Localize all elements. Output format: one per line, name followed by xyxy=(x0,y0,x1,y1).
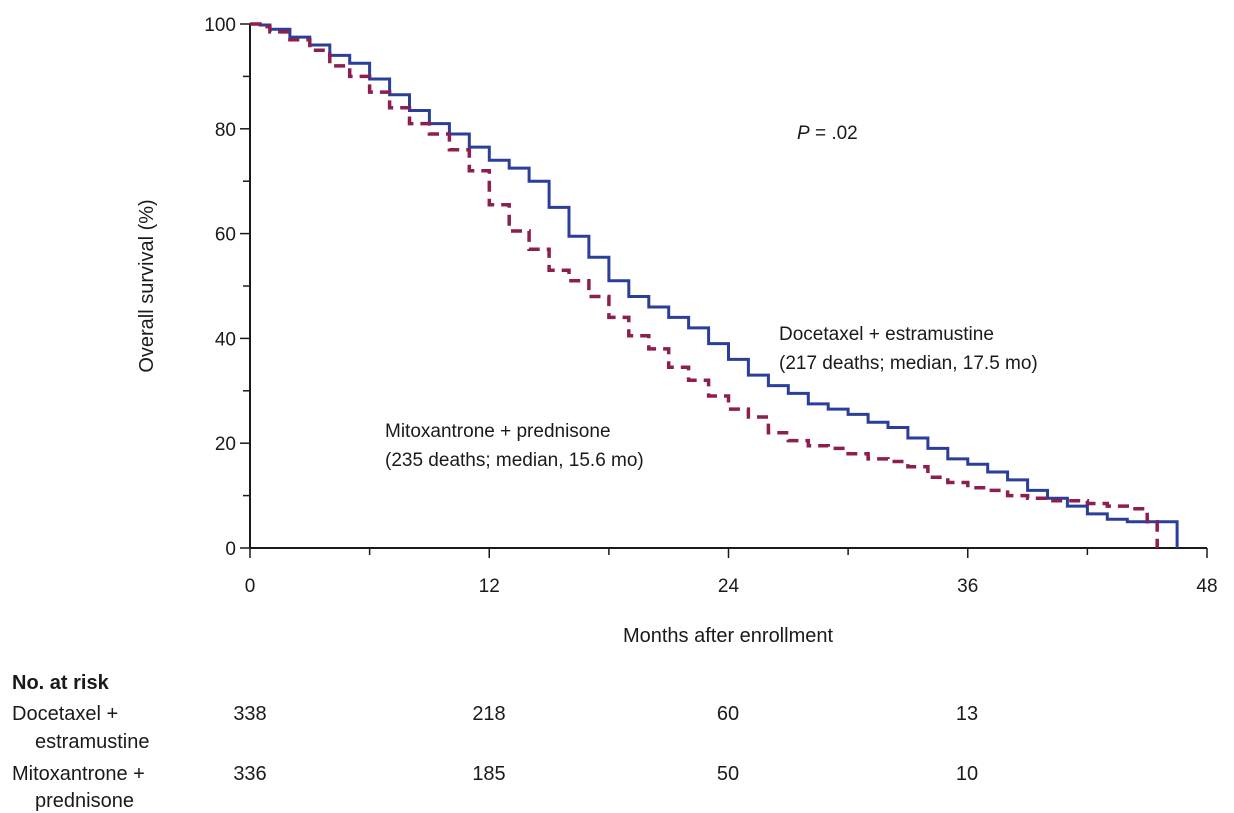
y-tick-label: 0 xyxy=(225,539,236,560)
risk-value: 50 xyxy=(716,763,740,785)
x-tick-label: 36 xyxy=(957,576,978,597)
y-tick-label: 40 xyxy=(215,329,236,350)
risk-row-label-docetaxel-line1: Docetaxel + xyxy=(12,703,119,725)
p-value-text: = .02 xyxy=(810,123,858,144)
y-tick-label: 20 xyxy=(215,434,236,455)
risk-row-label-mitoxantrone-line1: Mitoxantrone + xyxy=(12,763,145,785)
series-line-mitoxantrone xyxy=(250,22,1159,548)
risk-value: 338 xyxy=(233,703,267,725)
series-detail-mitoxantrone: (235 deaths; median, 15.6 mo) xyxy=(385,450,644,471)
risk-row-label-docetaxel-line2: estramustine xyxy=(35,731,150,753)
x-tick-label: 24 xyxy=(718,576,740,597)
ticks: 0 20 40 60 80 100 0 12 24 36 48 xyxy=(204,15,1217,597)
risk-value: 13 xyxy=(955,703,979,725)
risk-value: 336 xyxy=(233,763,267,785)
series-label-docetaxel: Docetaxel + estramustine xyxy=(779,324,994,345)
x-axis-title: Months after enrollment xyxy=(623,625,834,647)
risk-table-heading: No. at risk xyxy=(12,672,109,694)
x-tick-label: 48 xyxy=(1196,576,1217,597)
x-tick-label: 0 xyxy=(245,576,256,597)
risk-row-label-mitoxantrone-line2: prednisone xyxy=(35,790,134,812)
y-tick-label: 60 xyxy=(215,225,236,246)
p-value-annotation: P = .02 xyxy=(797,123,858,144)
series-detail-docetaxel: (217 deaths; median, 17.5 mo) xyxy=(779,353,1038,374)
risk-value: 60 xyxy=(716,703,740,725)
y-tick-label: 80 xyxy=(215,120,236,141)
y-axis-title: Overall survival (%) xyxy=(136,199,158,372)
series-layer xyxy=(250,22,1179,548)
y-tick-label: 100 xyxy=(204,15,236,36)
survival-chart: 0 20 40 60 80 100 0 12 24 36 48 Overall survival (… xyxy=(136,15,1218,647)
risk-value: 185 xyxy=(472,763,506,785)
x-tick-label: 12 xyxy=(479,576,500,597)
risk-value: 10 xyxy=(955,763,979,785)
risk-value: 218 xyxy=(472,703,506,725)
series-label-mitoxantrone: Mitoxantrone + prednisone xyxy=(385,421,611,442)
series-line-docetaxel xyxy=(250,22,1179,548)
p-value-symbol: P xyxy=(797,123,810,144)
